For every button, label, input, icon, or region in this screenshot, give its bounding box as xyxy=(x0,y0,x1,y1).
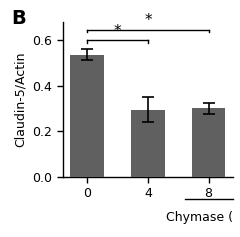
Text: B: B xyxy=(12,9,26,28)
Bar xyxy=(131,109,165,177)
Bar xyxy=(71,55,104,177)
Y-axis label: Claudin-5/Actin: Claudin-5/Actin xyxy=(14,51,27,147)
Text: *: * xyxy=(114,24,121,39)
Text: Chymase (: Chymase ( xyxy=(166,211,233,224)
Bar xyxy=(192,108,225,177)
Text: *: * xyxy=(144,14,152,28)
